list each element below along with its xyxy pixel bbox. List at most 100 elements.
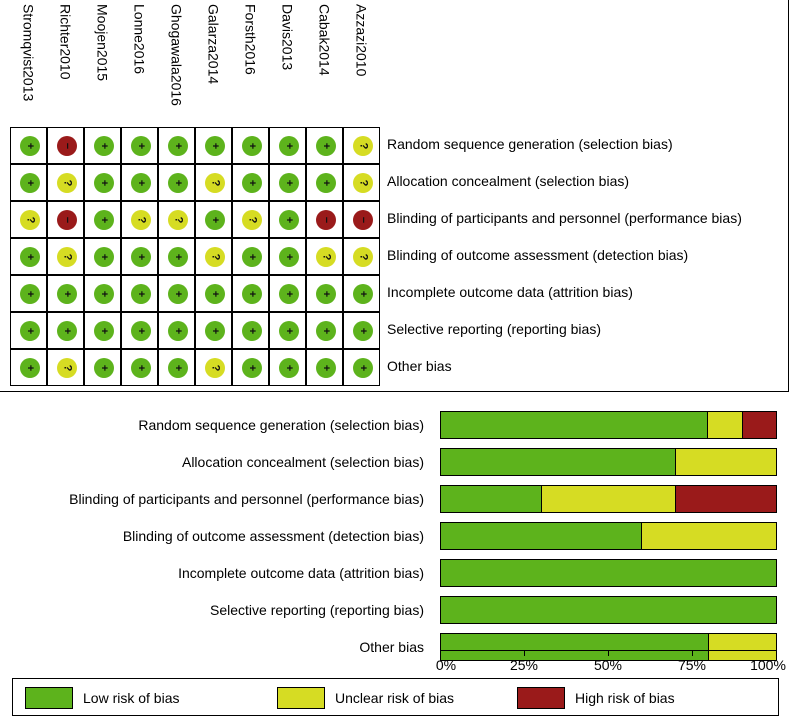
judgement-cell: ?	[47, 349, 84, 386]
legend-label-high: High risk of bias	[575, 690, 675, 706]
risk-symbol: ?	[208, 364, 221, 372]
risk-symbol: +	[172, 327, 184, 335]
risk-symbol: +	[135, 364, 147, 372]
judgement-cell: +	[269, 349, 306, 386]
study-header: Forsth2016	[232, 4, 269, 75]
risk-symbol: +	[24, 142, 36, 150]
judgement-cell: +	[121, 164, 158, 201]
study-header: Galarza2014	[195, 4, 232, 84]
judgement-cell: +	[232, 127, 269, 164]
low-risk-icon: +	[20, 173, 40, 193]
low-risk-icon: +	[94, 321, 114, 341]
risk-symbol: +	[246, 364, 258, 372]
judgement-cell: +	[269, 164, 306, 201]
judgement-cell: +	[84, 312, 121, 349]
legend-label-low: Low risk of bias	[83, 690, 180, 706]
low-risk-icon: +	[279, 247, 299, 267]
risk-symbol: +	[98, 253, 110, 261]
risk-symbol: +	[135, 253, 147, 261]
low-risk-icon: +	[94, 210, 114, 230]
unclear-risk-icon: ?	[353, 247, 373, 267]
low-risk-icon: +	[20, 284, 40, 304]
study-name: Azzazi2010	[353, 4, 370, 77]
legend-label-unclear: Unclear risk of bias	[335, 690, 455, 706]
stacked-bar	[440, 596, 777, 624]
x-tick-label: 0%	[435, 657, 457, 673]
study-header: Azzazi2010	[343, 4, 380, 76]
unclear-risk-icon: ?	[20, 210, 40, 230]
low-risk-icon: +	[168, 136, 188, 156]
risk-symbol: +	[283, 364, 295, 372]
judgement-cell: +	[343, 275, 380, 312]
low-risk-icon: +	[168, 358, 188, 378]
summary-panel-border	[0, 0, 789, 392]
risk-symbol: −	[61, 142, 73, 150]
risk-symbol: +	[320, 179, 332, 187]
study-name: Stromqvist2013	[20, 4, 37, 102]
study-header: Ghogawala2016	[158, 4, 195, 106]
study-header: Moojen2015	[84, 4, 121, 81]
low-risk-icon: +	[279, 358, 299, 378]
low-risk-icon: +	[205, 284, 225, 304]
judgement-cell: +	[121, 312, 158, 349]
low-risk-icon: +	[94, 358, 114, 378]
judgement-cell: +	[158, 164, 195, 201]
domain-label: Incomplete outcome data (attrition bias)	[387, 284, 633, 300]
low-risk-icon: +	[242, 136, 262, 156]
low-risk-icon: +	[131, 284, 151, 304]
risk-symbol: ?	[319, 253, 332, 261]
risk-symbol: −	[320, 216, 332, 224]
low-risk-icon: +	[57, 284, 77, 304]
judgement-cell: +	[232, 275, 269, 312]
risk-symbol: +	[135, 179, 147, 187]
domain-label: Allocation concealment (selection bias)	[387, 173, 630, 189]
low-risk-icon: +	[353, 284, 373, 304]
judgement-cell: +	[195, 275, 232, 312]
risk-symbol: +	[320, 364, 332, 372]
judgement-cell: −	[306, 201, 343, 238]
judgement-cell: +	[121, 349, 158, 386]
judgement-cell: +	[158, 238, 195, 275]
risk-symbol: +	[135, 327, 147, 335]
judgement-cell: +	[306, 312, 343, 349]
low-risk-icon: +	[131, 173, 151, 193]
judgement-cell: +	[195, 312, 232, 349]
stacked-bar	[440, 522, 777, 550]
judgement-cell: +	[121, 238, 158, 275]
judgement-cell: +	[47, 312, 84, 349]
judgement-cell: +	[158, 312, 195, 349]
study-header: Cabak2014	[306, 4, 343, 76]
low-risk-icon: +	[20, 247, 40, 267]
judgement-cell: +	[10, 164, 47, 201]
judgement-cell: ?	[10, 201, 47, 238]
low-risk-icon: +	[279, 210, 299, 230]
bar-category-label: Blinding of participants and personnel (…	[69, 491, 424, 507]
risk-symbol: +	[61, 290, 73, 298]
judgement-cell: ?	[306, 238, 343, 275]
low-risk-icon: +	[131, 247, 151, 267]
risk-symbol: ?	[23, 216, 36, 224]
risk-symbol: ?	[60, 364, 73, 372]
bar-segment-low	[441, 597, 776, 623]
unclear-risk-icon: ?	[205, 358, 225, 378]
domain-label: Other bias	[387, 358, 452, 374]
risk-symbol: +	[24, 179, 36, 187]
bar-category-label: Random sequence generation (selection bi…	[138, 417, 424, 433]
low-risk-icon: +	[20, 321, 40, 341]
low-risk-icon: +	[353, 358, 373, 378]
risk-symbol: +	[98, 290, 110, 298]
risk-symbol: ?	[245, 216, 258, 224]
judgement-cell: ?	[343, 127, 380, 164]
low-risk-icon: +	[242, 358, 262, 378]
low-risk-icon: +	[316, 358, 336, 378]
bar-segment-low	[441, 486, 541, 512]
risk-symbol: ?	[208, 179, 221, 187]
low-risk-icon: +	[279, 321, 299, 341]
low-risk-icon: +	[168, 247, 188, 267]
risk-symbol: +	[357, 364, 369, 372]
study-header: Richter2010	[47, 4, 84, 80]
stacked-bar	[440, 559, 777, 587]
low-risk-icon: +	[131, 358, 151, 378]
low-risk-icon: +	[94, 284, 114, 304]
high-risk-icon: −	[353, 210, 373, 230]
